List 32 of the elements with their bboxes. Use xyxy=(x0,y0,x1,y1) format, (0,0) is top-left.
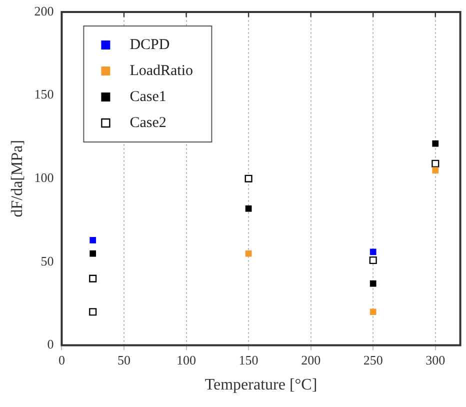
point xyxy=(370,280,376,287)
point xyxy=(369,256,377,264)
point xyxy=(432,167,439,174)
x-tick-label: 250 xyxy=(363,352,383,368)
point xyxy=(244,174,252,182)
y-tick-label: 150 xyxy=(34,86,54,102)
x-tick-label: 200 xyxy=(301,352,321,368)
point xyxy=(370,308,376,316)
point xyxy=(245,250,252,257)
x-tick-label: 50 xyxy=(117,352,130,368)
point xyxy=(432,160,440,168)
point xyxy=(90,250,96,257)
point xyxy=(370,248,376,256)
y-tick-label: 200 xyxy=(34,3,54,18)
point xyxy=(89,274,97,282)
x-tick-label: 300 xyxy=(426,352,446,368)
legend-label: LoadRatio xyxy=(130,62,194,79)
y-tick-label: 100 xyxy=(34,170,54,186)
x-tick-label: 150 xyxy=(238,352,258,368)
point xyxy=(432,140,439,147)
legend-label: Case2 xyxy=(130,114,166,131)
y-tick-label: 50 xyxy=(40,253,54,268)
legend-label: Case1 xyxy=(130,88,166,105)
x-tick-label: 0 xyxy=(58,352,65,368)
x-tick-label: 100 xyxy=(176,352,196,368)
point xyxy=(90,237,96,244)
legend-label: DCPD xyxy=(130,36,170,53)
point xyxy=(245,205,252,212)
y-axis-title: dF/da[MPa] xyxy=(8,140,26,218)
y-tick-label: 0 xyxy=(47,336,54,352)
x-axis-title: Temperature [°C] xyxy=(204,376,318,394)
point xyxy=(89,308,97,316)
